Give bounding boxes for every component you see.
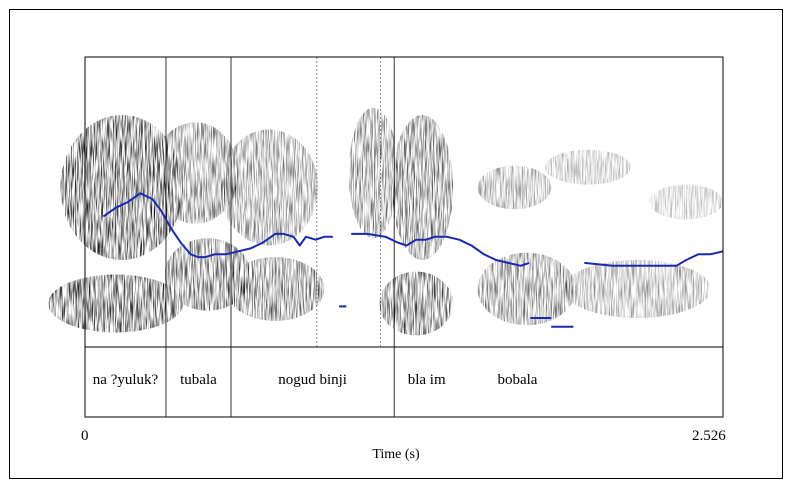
pitch-segment-5: [584, 250, 724, 267]
interval-label-4: bobala: [497, 372, 538, 388]
pitch-segment-2: [351, 232, 530, 267]
x-axis-label: Time (s): [372, 447, 420, 462]
spectrogram-blob: [48, 274, 184, 333]
spectrogram-intensity: [48, 107, 723, 336]
x-tick-label-end: 2.526: [692, 428, 726, 444]
spectrogram-blob: [152, 122, 239, 224]
interval-label-0: na ?yuluk?: [92, 372, 159, 388]
boundary-lines: [165, 57, 395, 417]
textgrid-tier: [84, 346, 724, 418]
spectrogram-blob: [545, 149, 631, 185]
pitch-segment-0: [102, 192, 333, 259]
spectrogram-blob: [226, 257, 325, 321]
spectrogram-chart: [48, 56, 724, 418]
spectrogram-blob: [563, 260, 711, 318]
interval-label-2: nogud binji: [278, 372, 347, 388]
spectrogram-blob: [477, 165, 552, 210]
spectrogram-blob: [348, 107, 398, 239]
pitch-contour: [102, 192, 724, 328]
spectrogram-blob: [219, 129, 319, 246]
spectrogram-blob: [477, 252, 576, 326]
spectrogram-blob: [649, 184, 723, 220]
interval-label-1: tubala: [180, 372, 217, 388]
spectrogram-blob: [391, 115, 454, 260]
spectrogram-blob: [60, 115, 184, 260]
x-tick-label-start: 0: [81, 428, 89, 444]
interval-label-3: bla im: [407, 372, 446, 388]
spectrogram-blob: [379, 271, 454, 336]
